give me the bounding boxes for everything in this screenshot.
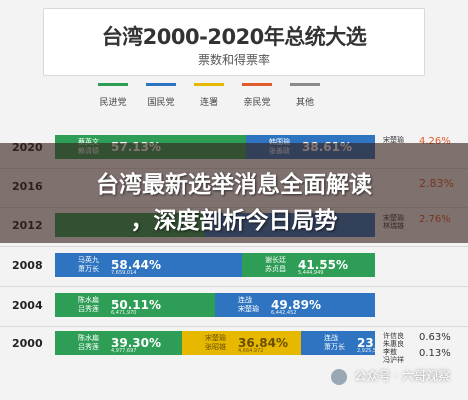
percent-label: 39.30%	[111, 336, 161, 350]
votes-label: 6,442,452	[271, 310, 297, 316]
year-label: 2004	[12, 299, 43, 312]
percent-label: 23.10%	[357, 336, 375, 350]
legend-item: 亲民党	[234, 83, 280, 109]
watermark: 公众号 · 六哥观察	[330, 367, 450, 385]
legend-label: 连署	[199, 98, 218, 108]
legend-label: 亲民党	[243, 98, 271, 108]
row-divider	[0, 246, 468, 247]
candidate-names: 马英九 萧万长	[78, 256, 99, 273]
bar-segment: 连战 宋楚瑜 49.89% 6,442,452	[215, 293, 375, 317]
percent-label: 36.84%	[238, 336, 288, 350]
legend-swatch	[98, 83, 128, 86]
legend-item: 连署	[186, 83, 232, 109]
minor-candidates: 许信良 朱惠良 李敖 冯沪祥 0.63% 0.13%	[383, 332, 463, 372]
minor-percent: 4.26%	[419, 136, 451, 147]
banner-line-1: 台湾最新选举消息全面解读	[96, 172, 372, 198]
percent-label: 58.44%	[111, 258, 161, 272]
wechat-logo-icon	[330, 368, 347, 385]
legend-label: 民进党	[99, 98, 127, 108]
candidate-names: 连战 萧万长	[324, 334, 345, 351]
candidate-names: 陈水扁 吕秀莲	[78, 296, 99, 313]
legend-swatch	[194, 83, 224, 86]
legend-item: 国民党	[138, 83, 184, 109]
stacked-bar-2004: 陈水扁 吕秀莲 50.11% 6,471,970 连战 宋楚瑜 49.89% 6,442,45…	[55, 293, 375, 317]
bar-segment: 谢长廷 苏贞昌 41.55% 5,444,949	[242, 253, 375, 277]
candidate-names: 宋楚瑜 张昭雄	[205, 334, 226, 351]
legend-swatch	[146, 83, 176, 86]
row-divider	[0, 286, 468, 287]
bar-segment: 陈水扁 吕秀莲 39.30% 4,977,697	[55, 331, 182, 355]
minor-percent: 0.63% 0.13%	[419, 332, 451, 359]
year-label: 2000	[12, 337, 43, 350]
stacked-bar-2000: 陈水扁 吕秀莲 39.30% 4,977,697 宋楚瑜 张昭雄 36.84% 4,664,9…	[55, 331, 375, 355]
bar-segment: 陈水扁 吕秀莲 50.11% 6,471,970	[55, 293, 215, 317]
row-divider	[0, 326, 468, 327]
legend: 民进党 国民党 连署 亲民党 其他	[90, 83, 390, 113]
votes-label: 6,471,970	[111, 310, 137, 316]
percent-label: 50.11%	[111, 298, 161, 312]
minor-candidates: 宋楚瑜 4.26%	[383, 136, 463, 176]
legend-swatch	[242, 83, 272, 86]
votes-label: 5,444,949	[298, 270, 324, 276]
percent-label: 49.89%	[271, 298, 321, 312]
legend-item: 民进党	[90, 83, 136, 109]
stacked-bar-2008: 马英九 萧万长 58.44% 7,659,014 谢长廷 苏贞昌 41.55% 5,444,9…	[55, 253, 375, 277]
banner-line-2: ，深度剖析今日局势	[130, 208, 338, 234]
headline-banner: 台湾最新选举消息全面解读 ，深度剖析今日局势	[0, 143, 468, 243]
votes-label: 2,925,513	[357, 348, 375, 354]
header-card: 台湾2000-2020年总统大选 票数和得票率	[43, 8, 425, 76]
legend-label: 国民党	[147, 98, 175, 108]
candidate-names: 连战 宋楚瑜	[238, 296, 259, 313]
chart-title: 台湾2000-2020年总统大选	[101, 25, 367, 49]
bar-segment: 宋楚瑜 张昭雄 36.84% 4,664,972	[182, 331, 301, 355]
bar-segment: 马英九 萧万长 58.44% 7,659,014	[55, 253, 242, 277]
candidate-names: 谢长廷 苏贞昌	[265, 256, 286, 273]
minor-names: 许信良 朱惠良 李敖 冯沪祥	[383, 332, 404, 364]
legend-label: 其他	[295, 98, 314, 108]
year-label: 2008	[12, 259, 43, 272]
legend-item: 其他	[282, 83, 328, 109]
votes-label: 4,977,697	[111, 348, 137, 354]
votes-label: 7,659,014	[111, 270, 137, 276]
percent-label: 41.55%	[298, 258, 348, 272]
candidate-names: 陈水扁 吕秀莲	[78, 334, 99, 351]
minor-names: 宋楚瑜	[383, 136, 404, 144]
chart-subtitle: 票数和得票率	[197, 53, 270, 67]
votes-label: 4,664,972	[238, 348, 264, 354]
legend-swatch	[290, 83, 320, 86]
watermark-text: 公众号 · 六哥观察	[354, 369, 450, 383]
